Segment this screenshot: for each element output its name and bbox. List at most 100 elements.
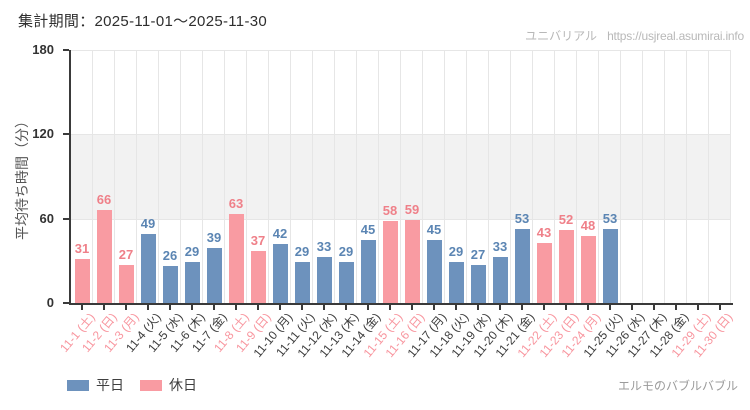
bar-value-label: 45 bbox=[360, 221, 376, 237]
gridline-horizontal bbox=[71, 50, 731, 51]
bar bbox=[514, 228, 530, 303]
y-tick-label: 60 bbox=[39, 210, 54, 226]
gridline-vertical bbox=[730, 50, 731, 303]
legend-label-holiday: 休日 bbox=[169, 377, 197, 393]
y-tick-label: 180 bbox=[32, 42, 54, 57]
y-axis-tick-labels: 0 60 120 180 bbox=[0, 42, 64, 310]
bar-value-label: 53 bbox=[514, 210, 530, 226]
gridline-vertical bbox=[708, 50, 709, 303]
x-tick-mark bbox=[719, 305, 721, 310]
x-tick-mark bbox=[477, 305, 479, 310]
x-axis-line bbox=[69, 303, 733, 305]
y-tick-label: 120 bbox=[32, 126, 54, 142]
bar-value-label: 39 bbox=[206, 230, 222, 246]
gridline-vertical bbox=[576, 50, 577, 303]
gridline-vertical bbox=[400, 50, 401, 303]
bar-value-label: 63 bbox=[228, 196, 244, 212]
x-tick-mark bbox=[565, 305, 567, 310]
x-tick-mark bbox=[191, 305, 193, 310]
y-axis-tick-marks bbox=[63, 49, 69, 305]
bar bbox=[360, 239, 376, 303]
gridline-horizontal bbox=[71, 134, 731, 136]
x-tick-mark bbox=[213, 305, 215, 310]
x-tick-mark bbox=[125, 305, 127, 310]
gridline-vertical bbox=[598, 50, 599, 303]
gridline-vertical bbox=[246, 50, 247, 303]
gridline-vertical bbox=[642, 50, 643, 303]
bar bbox=[250, 250, 266, 303]
bar-value-label: 53 bbox=[602, 210, 618, 226]
x-tick-mark bbox=[587, 305, 589, 310]
x-tick-mark bbox=[675, 305, 677, 310]
bar bbox=[558, 229, 574, 303]
bar bbox=[206, 248, 222, 303]
x-tick-mark bbox=[169, 305, 171, 310]
bar bbox=[382, 221, 398, 303]
bar bbox=[140, 234, 156, 303]
holiday-color-swatch bbox=[140, 379, 162, 391]
bar bbox=[96, 210, 112, 303]
gridline-vertical bbox=[554, 50, 555, 303]
gridline-vertical bbox=[510, 50, 511, 303]
legend-item-weekday[interactable]: 平日 bbox=[67, 375, 124, 395]
bar-value-label: 49 bbox=[140, 216, 156, 232]
watermark-brand: ユニバリアル bbox=[525, 29, 598, 43]
bar-value-label: 27 bbox=[118, 247, 134, 263]
bar bbox=[162, 266, 178, 303]
bar-value-label: 29 bbox=[338, 244, 354, 260]
x-tick-mark bbox=[367, 305, 369, 310]
gridline-horizontal bbox=[71, 218, 731, 220]
bar-value-label: 52 bbox=[558, 211, 574, 227]
gridline-vertical bbox=[686, 50, 687, 303]
bar-value-label: 37 bbox=[250, 232, 266, 248]
gridline-vertical bbox=[114, 50, 115, 303]
x-tick-mark bbox=[235, 305, 237, 310]
bar-value-label: 29 bbox=[294, 244, 310, 260]
x-axis-tick-marks bbox=[71, 305, 731, 311]
x-tick-mark bbox=[257, 305, 259, 310]
gridline-vertical bbox=[532, 50, 533, 303]
bar-value-label: 43 bbox=[536, 224, 552, 240]
bar bbox=[338, 262, 354, 303]
x-tick-mark bbox=[521, 305, 523, 310]
x-axis-labels: 11-1 (土) 11-2 (日) 11-3 (月) 11-4 (火) 11-5 (水)… bbox=[57, 309, 736, 373]
gridline-vertical bbox=[136, 50, 137, 303]
x-tick-mark bbox=[499, 305, 501, 310]
legend-item-holiday[interactable]: 休日 bbox=[140, 375, 197, 395]
site-watermark: ユニバリアル https://usjreal.asumirai.info bbox=[525, 27, 744, 44]
gridline-vertical bbox=[312, 50, 313, 303]
gridline-vertical bbox=[488, 50, 489, 303]
bar bbox=[316, 256, 332, 303]
y-axis-line bbox=[69, 50, 71, 305]
gridline-vertical bbox=[92, 50, 93, 303]
gridline-vertical bbox=[444, 50, 445, 303]
plot-area: 31 66 27 49 26 29 39 63 37 42 29 33 29 45 58 59 45 29 27 33… bbox=[71, 50, 731, 303]
y-tick-mark bbox=[63, 49, 69, 52]
gridline-vertical bbox=[664, 50, 665, 303]
bar bbox=[228, 214, 244, 303]
bar-value-label: 26 bbox=[162, 248, 178, 264]
x-tick-mark bbox=[323, 305, 325, 310]
bar bbox=[602, 228, 618, 303]
x-tick-mark bbox=[279, 305, 281, 310]
gridline-vertical bbox=[466, 50, 467, 303]
bar-value-label: 48 bbox=[580, 217, 596, 233]
x-tick-mark bbox=[543, 305, 545, 310]
bar-value-label: 33 bbox=[492, 238, 508, 254]
report-period-title: 集計期間：2025-11-01～2025-11-30 bbox=[18, 13, 268, 30]
bar bbox=[184, 262, 200, 303]
bar-value-label: 29 bbox=[448, 244, 464, 260]
bar-value-label: 58 bbox=[382, 203, 398, 219]
x-tick-mark bbox=[389, 305, 391, 310]
gridline-vertical bbox=[378, 50, 379, 303]
attraction-name: エルモのバブルバブル bbox=[617, 379, 738, 393]
x-tick-mark bbox=[455, 305, 457, 310]
bar bbox=[426, 239, 442, 303]
y-tick-mark bbox=[63, 217, 69, 220]
gridline-vertical bbox=[180, 50, 181, 303]
x-tick-mark bbox=[103, 305, 105, 310]
gridline-vertical bbox=[224, 50, 225, 303]
gridline-vertical bbox=[422, 50, 423, 303]
gridline-vertical bbox=[290, 50, 291, 303]
y-tick-mark bbox=[63, 302, 69, 304]
